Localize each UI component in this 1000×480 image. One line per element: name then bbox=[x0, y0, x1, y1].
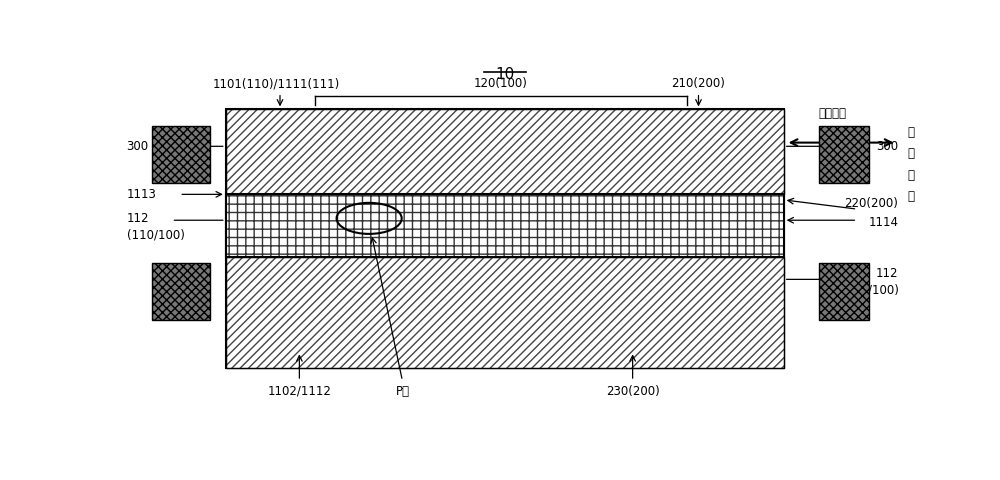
Text: 方: 方 bbox=[907, 169, 914, 182]
Text: P处: P处 bbox=[395, 384, 409, 398]
Text: 210(200): 210(200) bbox=[672, 77, 725, 90]
Text: (110/100): (110/100) bbox=[841, 284, 898, 297]
Bar bbox=[152, 126, 210, 183]
Bar bbox=[819, 263, 869, 320]
Text: 1114: 1114 bbox=[868, 216, 898, 228]
Text: 二: 二 bbox=[907, 147, 914, 160]
Text: 1113: 1113 bbox=[127, 188, 156, 201]
Bar bbox=[226, 257, 784, 368]
Text: 向: 向 bbox=[907, 190, 914, 203]
Bar bbox=[226, 109, 784, 194]
Bar bbox=[152, 263, 210, 320]
Text: 第: 第 bbox=[907, 126, 914, 139]
Bar bbox=[226, 194, 784, 257]
Text: (110/100): (110/100) bbox=[127, 228, 184, 241]
Text: 1101(110)/1111(111): 1101(110)/1111(111) bbox=[212, 77, 340, 90]
Text: 300: 300 bbox=[127, 140, 149, 153]
Text: 120(100): 120(100) bbox=[474, 77, 528, 90]
Bar bbox=[226, 109, 784, 194]
Bar bbox=[226, 194, 784, 257]
Text: 1102/1112: 1102/1112 bbox=[267, 384, 331, 398]
Text: 第一方向: 第一方向 bbox=[819, 108, 847, 120]
Bar bbox=[819, 126, 869, 183]
Text: 112: 112 bbox=[876, 267, 898, 280]
Text: 10: 10 bbox=[495, 67, 514, 82]
Text: 112: 112 bbox=[127, 212, 149, 225]
Text: 230(200): 230(200) bbox=[606, 384, 660, 398]
Bar bbox=[226, 257, 784, 368]
Text: 220(200): 220(200) bbox=[845, 197, 898, 210]
Bar bbox=[226, 109, 784, 368]
Text: 300: 300 bbox=[876, 140, 898, 153]
